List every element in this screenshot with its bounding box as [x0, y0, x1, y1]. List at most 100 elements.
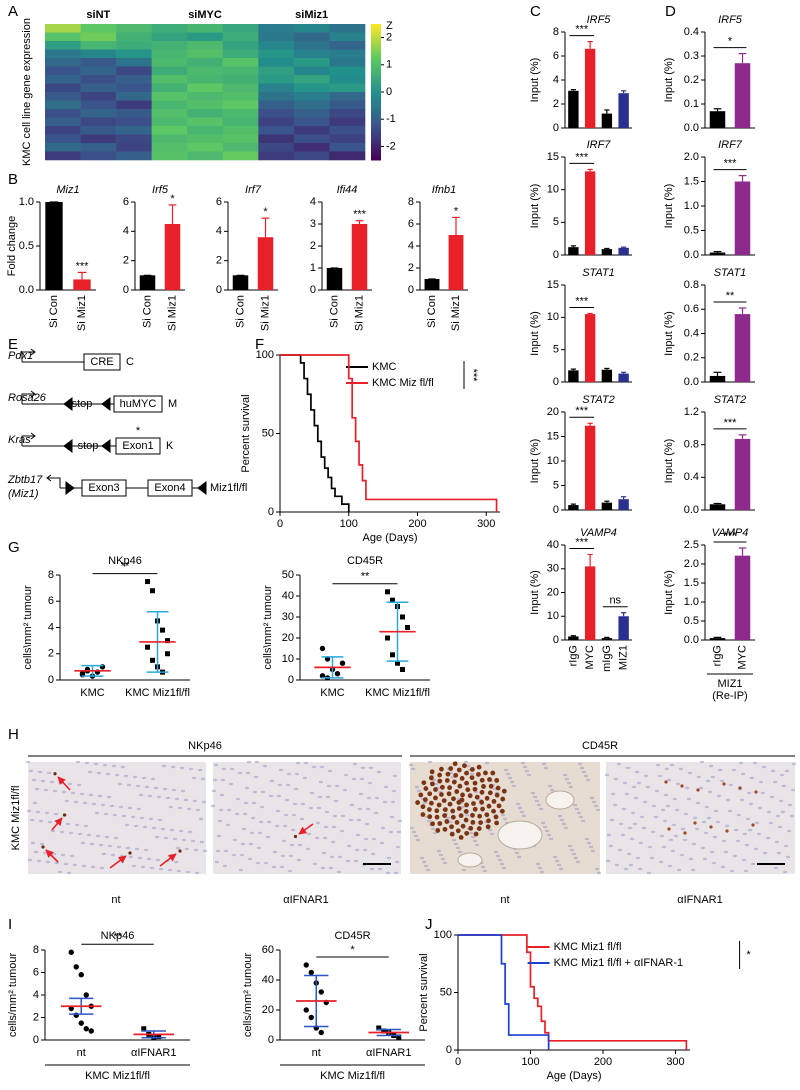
stained-cell — [293, 834, 298, 839]
tissue-nucleus — [57, 870, 63, 874]
tissue-nucleus — [240, 842, 246, 846]
x-tick-label: KMC — [320, 687, 345, 699]
tissue-nucleus — [128, 855, 134, 859]
loxp — [197, 481, 207, 495]
schematic — [21, 348, 207, 497]
tissue-nucleus — [50, 829, 56, 833]
stained-cell — [458, 813, 464, 819]
tissue-nucleus — [723, 850, 729, 854]
heatmap-cell — [258, 83, 295, 93]
data-point — [390, 597, 395, 603]
tissue-nucleus — [171, 788, 177, 792]
tissue-nucleus — [54, 861, 60, 865]
tissue-nucleus — [368, 766, 374, 770]
heatmap-cell — [151, 151, 188, 161]
heatmap-cell — [80, 41, 117, 50]
heatmap-cell — [329, 41, 366, 50]
heatmap-cell — [151, 24, 188, 33]
tissue-nucleus — [309, 791, 315, 795]
chart-title: CD45R — [347, 555, 383, 567]
bar — [568, 636, 579, 640]
x-tick-label: Si Miz1 — [450, 295, 462, 331]
y-tick-label: 0 — [268, 506, 274, 518]
colorbar-label: Z — [386, 20, 393, 32]
stained-cell — [430, 821, 435, 827]
tissue-nucleus — [421, 860, 427, 864]
tissue-nucleus — [134, 847, 140, 851]
tissue-nucleus — [503, 768, 509, 772]
heatmap-cell — [187, 151, 224, 161]
y-tick-label: 4 — [310, 196, 316, 208]
tissue-nucleus — [445, 816, 451, 820]
tissue-nucleus — [561, 822, 567, 826]
tissue-nucleus — [315, 821, 321, 825]
colorbar-slice — [371, 112, 381, 117]
tissue-nucleus — [562, 773, 568, 777]
bar — [584, 171, 596, 255]
tissue-nucleus — [511, 784, 517, 788]
tissue-nucleus — [374, 796, 380, 800]
data-point — [405, 625, 410, 630]
tissue-nucleus — [613, 777, 619, 781]
y-tick-label: 0.3 — [684, 50, 699, 62]
y-tick-label: 8 — [48, 569, 54, 581]
y-tick-label: 0 — [553, 249, 559, 261]
gene-box — [83, 353, 121, 371]
tissue-nucleus — [664, 767, 670, 771]
tissue-nucleus — [136, 807, 142, 811]
stained-cell — [478, 820, 484, 826]
tissue-nucleus — [333, 799, 339, 803]
tissue-nucleus — [249, 831, 255, 835]
data-point — [145, 644, 150, 650]
tissue-nucleus — [262, 764, 268, 768]
heatmap-cell — [329, 49, 366, 59]
x-axis-label: Age (Days) — [546, 1070, 601, 1082]
tissue-nucleus — [394, 860, 400, 864]
x-tick-label: MYC — [736, 645, 748, 670]
y-tick-label: 0.5 — [684, 615, 699, 627]
tissue-nucleus — [343, 773, 349, 777]
significance: *** — [76, 260, 90, 272]
y-tick-label: 0.5 — [684, 224, 699, 236]
tissue-nucleus — [669, 763, 675, 767]
tissue-nucleus — [157, 818, 163, 822]
stained-cell — [499, 808, 505, 814]
tissue-nucleus — [694, 827, 700, 831]
tissue-nucleus — [717, 768, 723, 772]
tissue-nucleus — [662, 819, 668, 823]
tissue-nucleus — [324, 810, 330, 814]
heatmap-cell — [116, 49, 152, 59]
data-point — [83, 992, 89, 998]
tissue-nucleus — [91, 802, 97, 806]
stained-cell — [479, 777, 485, 783]
tissue-nucleus — [365, 807, 371, 811]
x-tick-label: 100 — [521, 1056, 539, 1068]
stained-cell — [480, 806, 485, 812]
tissue-nucleus — [28, 769, 34, 773]
tissue-nucleus — [68, 831, 74, 835]
tissue-nucleus — [534, 799, 540, 803]
y-tick-label: 2 — [310, 240, 316, 252]
heatmap-cell — [80, 92, 117, 101]
column-group-label: siMiz1 — [295, 9, 328, 21]
tissue-nucleus — [90, 865, 96, 869]
tissue-nucleus — [121, 814, 127, 818]
significance: ** — [361, 571, 370, 583]
heatmap-cell — [80, 109, 117, 118]
heatmap-cell — [116, 66, 152, 76]
tissue-nucleus — [646, 871, 652, 875]
tissue-nucleus — [636, 781, 642, 785]
stained-cell — [471, 801, 476, 806]
chart-title: IRF7 — [718, 139, 743, 151]
tissue-nucleus — [259, 805, 265, 809]
tissue-nucleus — [653, 815, 659, 819]
tissue-nucleus — [35, 810, 41, 814]
tissue-nucleus — [484, 761, 490, 765]
bar — [448, 235, 464, 290]
stained-cell — [437, 778, 443, 784]
legend-label: KMC Miz fl/fl — [372, 377, 434, 389]
tissue-nucleus — [752, 761, 758, 765]
heatmap-cell — [45, 134, 81, 144]
heatmap-cell — [187, 143, 224, 152]
y-axis-label: Input (%) — [663, 311, 675, 356]
